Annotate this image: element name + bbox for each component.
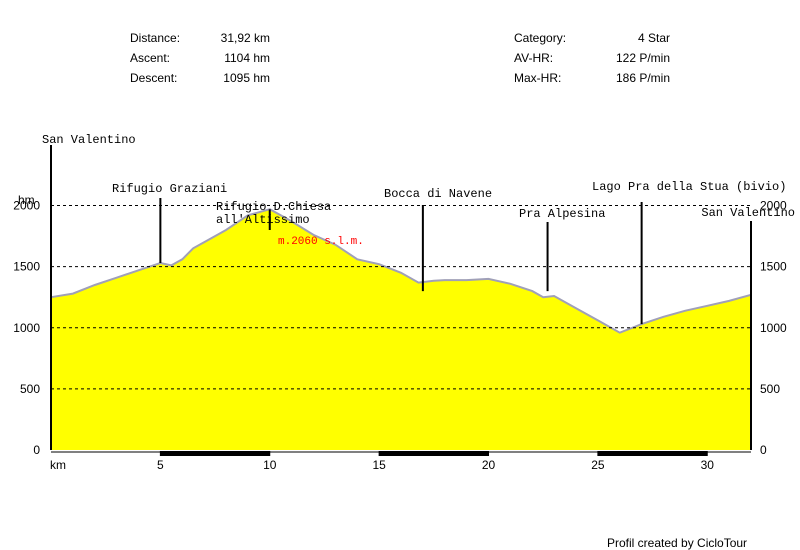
y-tick-label-right: 1000 <box>760 321 787 335</box>
marker-label: Rifugio D.Chiesa <box>216 200 331 214</box>
x-tick-label: 5 <box>157 458 164 472</box>
y-tick-label-left: 1500 <box>13 260 40 274</box>
stats-left: Distance: 31,92 km Ascent: 1104 hm Desce… <box>130 28 270 88</box>
stat-label: AV-HR: <box>514 51 554 65</box>
y-tick-label-left: 2000 <box>13 199 40 213</box>
x-tick-label: 30 <box>701 458 715 472</box>
marker-label: San Valentino <box>42 133 136 147</box>
stat-value: 186 P/min <box>615 71 670 85</box>
credit-text: Profil created by CicloTour <box>607 536 748 550</box>
stat-label: Descent: <box>130 71 178 85</box>
marker-label: Bocca di Navene <box>384 187 492 201</box>
y-tick-label-right: 0 <box>760 443 767 457</box>
stat-value: 31,92 km <box>220 31 270 45</box>
marker-label: Rifugio Graziani <box>112 182 227 196</box>
stat-value: 1095 hm <box>223 71 270 85</box>
stat-av-hr: AV-HR: 122 P/min <box>514 48 670 68</box>
marker-label: San Valentino <box>701 206 795 220</box>
x-axis-segment <box>379 451 489 456</box>
x-axis-label: km <box>50 458 66 472</box>
y-tick-label-right: 500 <box>760 382 780 396</box>
x-axis-segment <box>160 451 270 456</box>
stat-value: 4 Star <box>637 31 670 45</box>
stat-value: 122 P/min <box>615 51 670 65</box>
x-tick-label: 25 <box>591 458 605 472</box>
y-axis-label: hm <box>18 193 35 207</box>
stat-label: Ascent: <box>130 51 171 65</box>
y-tick-label-left: 1000 <box>13 321 40 335</box>
marker-label: all'Altissimo <box>216 213 310 227</box>
y-tick-label-left: 0 <box>33 443 40 457</box>
x-tick-label: 10 <box>263 458 277 472</box>
stat-ascent: Ascent: 1104 hm <box>130 48 270 68</box>
marker-label: Lago Pra della Stua (bivio) <box>592 180 786 194</box>
y-tick-label-left: 500 <box>20 382 40 396</box>
peak-altitude-label: m.2060 s.l.m. <box>278 236 364 248</box>
stat-label: Distance: <box>130 31 181 45</box>
marker-label: Pra Alpesina <box>519 207 605 221</box>
x-axis-segment <box>597 451 708 456</box>
stat-category: Category: 4 Star <box>514 28 670 48</box>
elevation-line <box>50 208 752 334</box>
x-tick-label: 20 <box>482 458 496 472</box>
stat-value: 1104 hm <box>224 51 270 65</box>
stat-distance: Distance: 31,92 km <box>130 28 270 48</box>
y-tick-label-right: 2000 <box>760 199 787 213</box>
stat-descent: Descent: 1095 hm <box>130 68 270 88</box>
x-tick-label: 15 <box>372 458 386 472</box>
stats-right: Category: 4 Star AV-HR: 122 P/min Max-HR… <box>514 28 670 88</box>
stat-label: Max-HR: <box>514 71 562 85</box>
elevation-area <box>51 209 751 450</box>
y-tick-label-right: 1500 <box>760 260 787 274</box>
stat-max-hr: Max-HR: 186 P/min <box>514 68 670 88</box>
stat-label: Category: <box>514 31 567 45</box>
